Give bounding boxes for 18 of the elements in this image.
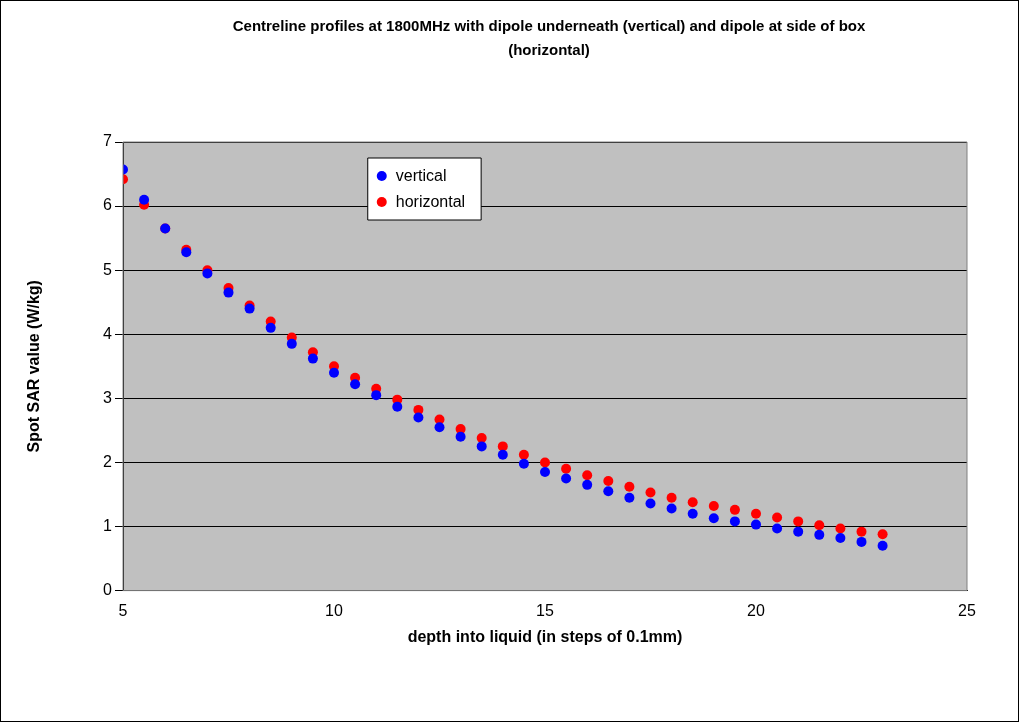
x-tick-label: 15 xyxy=(536,601,554,619)
x-tick-label: 10 xyxy=(325,601,343,619)
y-tick-label: 6 xyxy=(103,196,113,214)
y-axis-title: Spot SAR value (W/kg) xyxy=(25,280,43,453)
x-tick-label: 25 xyxy=(958,601,976,619)
x-tick-label: 20 xyxy=(747,601,765,619)
y-tick-label: 2 xyxy=(103,452,113,470)
x-tick-label: 5 xyxy=(118,601,128,619)
chart-title: Centreline profiles at 1800MHz with dipole underneath (vertical) and dipole at side of box (horizontal) xyxy=(232,16,866,58)
legend-label: horizontal xyxy=(395,193,466,211)
y-tick-label: 7 xyxy=(103,132,113,150)
y-tick-label: 3 xyxy=(103,388,113,406)
x-axis-title: depth into liquid (in steps of 0.1mm) xyxy=(407,627,683,645)
legend-label: vertical xyxy=(395,167,447,185)
y-tick-label: 1 xyxy=(103,516,113,534)
y-tick-label: 4 xyxy=(103,324,113,342)
y-tick-label: 5 xyxy=(103,260,113,278)
y-tick-label: 0 xyxy=(103,581,113,599)
